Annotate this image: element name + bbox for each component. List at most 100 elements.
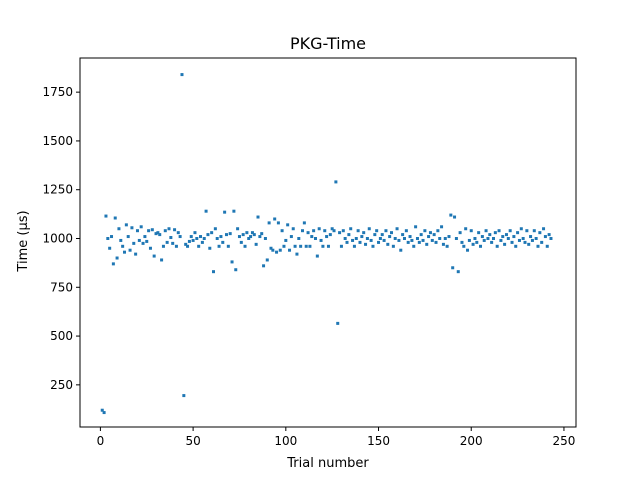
- point: [364, 242, 368, 246]
- point: [161, 244, 165, 248]
- point: [427, 235, 431, 239]
- point: [402, 236, 406, 240]
- point: [343, 236, 347, 240]
- point: [100, 408, 104, 412]
- point: [147, 229, 151, 233]
- point: [221, 240, 225, 244]
- point: [224, 233, 228, 237]
- point: [326, 244, 330, 248]
- point: [512, 235, 516, 239]
- point: [369, 238, 373, 242]
- point: [276, 221, 280, 225]
- point: [232, 209, 236, 213]
- y-axis-label: Time (μs): [16, 210, 31, 272]
- point: [354, 236, 358, 240]
- point: [315, 254, 319, 258]
- point: [160, 258, 164, 262]
- point: [497, 229, 501, 233]
- point: [297, 236, 301, 240]
- point: [362, 231, 366, 235]
- point: [397, 238, 401, 242]
- point: [356, 229, 360, 233]
- point: [275, 250, 279, 254]
- point: [467, 238, 471, 242]
- point: [417, 240, 421, 244]
- point: [380, 233, 384, 237]
- point: [414, 225, 418, 229]
- point: [252, 233, 256, 237]
- point: [428, 231, 432, 235]
- point: [291, 227, 295, 231]
- point: [256, 215, 260, 219]
- point: [451, 266, 455, 270]
- point: [436, 229, 440, 233]
- point: [490, 240, 494, 244]
- point: [415, 236, 419, 240]
- point: [338, 231, 342, 235]
- point: [204, 209, 208, 213]
- point: [132, 241, 136, 245]
- point: [425, 242, 429, 246]
- y-tick-label: 1750: [42, 85, 73, 99]
- point: [482, 238, 486, 242]
- point: [410, 238, 414, 242]
- point: [137, 238, 141, 242]
- point: [150, 228, 154, 232]
- point: [484, 229, 488, 233]
- point: [195, 236, 199, 240]
- point: [187, 239, 191, 243]
- point: [269, 246, 273, 250]
- point: [293, 244, 297, 248]
- point: [241, 233, 245, 237]
- point: [228, 232, 232, 236]
- point: [412, 244, 416, 248]
- point: [377, 240, 381, 244]
- point: [123, 250, 127, 254]
- point: [503, 242, 507, 246]
- point: [325, 235, 329, 239]
- point: [371, 244, 375, 248]
- point: [514, 244, 518, 248]
- point: [519, 227, 523, 231]
- point: [473, 236, 477, 240]
- point: [321, 244, 325, 248]
- point: [477, 231, 481, 235]
- point: [464, 227, 468, 231]
- point: [545, 244, 549, 248]
- point: [226, 244, 230, 248]
- point: [278, 248, 282, 252]
- point: [213, 227, 217, 231]
- point: [124, 223, 128, 227]
- point: [210, 231, 214, 235]
- point: [186, 244, 190, 248]
- point: [258, 235, 262, 239]
- point: [143, 235, 147, 239]
- point: [178, 235, 182, 239]
- x-tick-label: 0: [97, 434, 105, 448]
- point: [308, 244, 312, 248]
- point: [299, 244, 303, 248]
- point: [529, 235, 533, 239]
- point: [217, 244, 221, 248]
- point: [119, 238, 123, 242]
- point: [399, 248, 403, 252]
- point: [358, 240, 362, 244]
- x-axis-label: Trial number: [286, 456, 369, 471]
- point: [382, 238, 386, 242]
- point: [449, 213, 453, 217]
- point: [384, 229, 388, 233]
- point: [212, 270, 216, 274]
- y-tick-label: 250: [50, 378, 73, 392]
- point: [330, 227, 334, 231]
- point: [540, 240, 544, 244]
- point: [532, 229, 536, 233]
- point: [351, 238, 355, 242]
- point: [391, 244, 395, 248]
- point: [301, 229, 305, 233]
- point: [115, 256, 119, 260]
- y-tick-label: 750: [50, 280, 73, 294]
- point: [499, 238, 503, 242]
- point: [456, 270, 460, 274]
- point: [289, 235, 293, 239]
- point: [390, 231, 394, 235]
